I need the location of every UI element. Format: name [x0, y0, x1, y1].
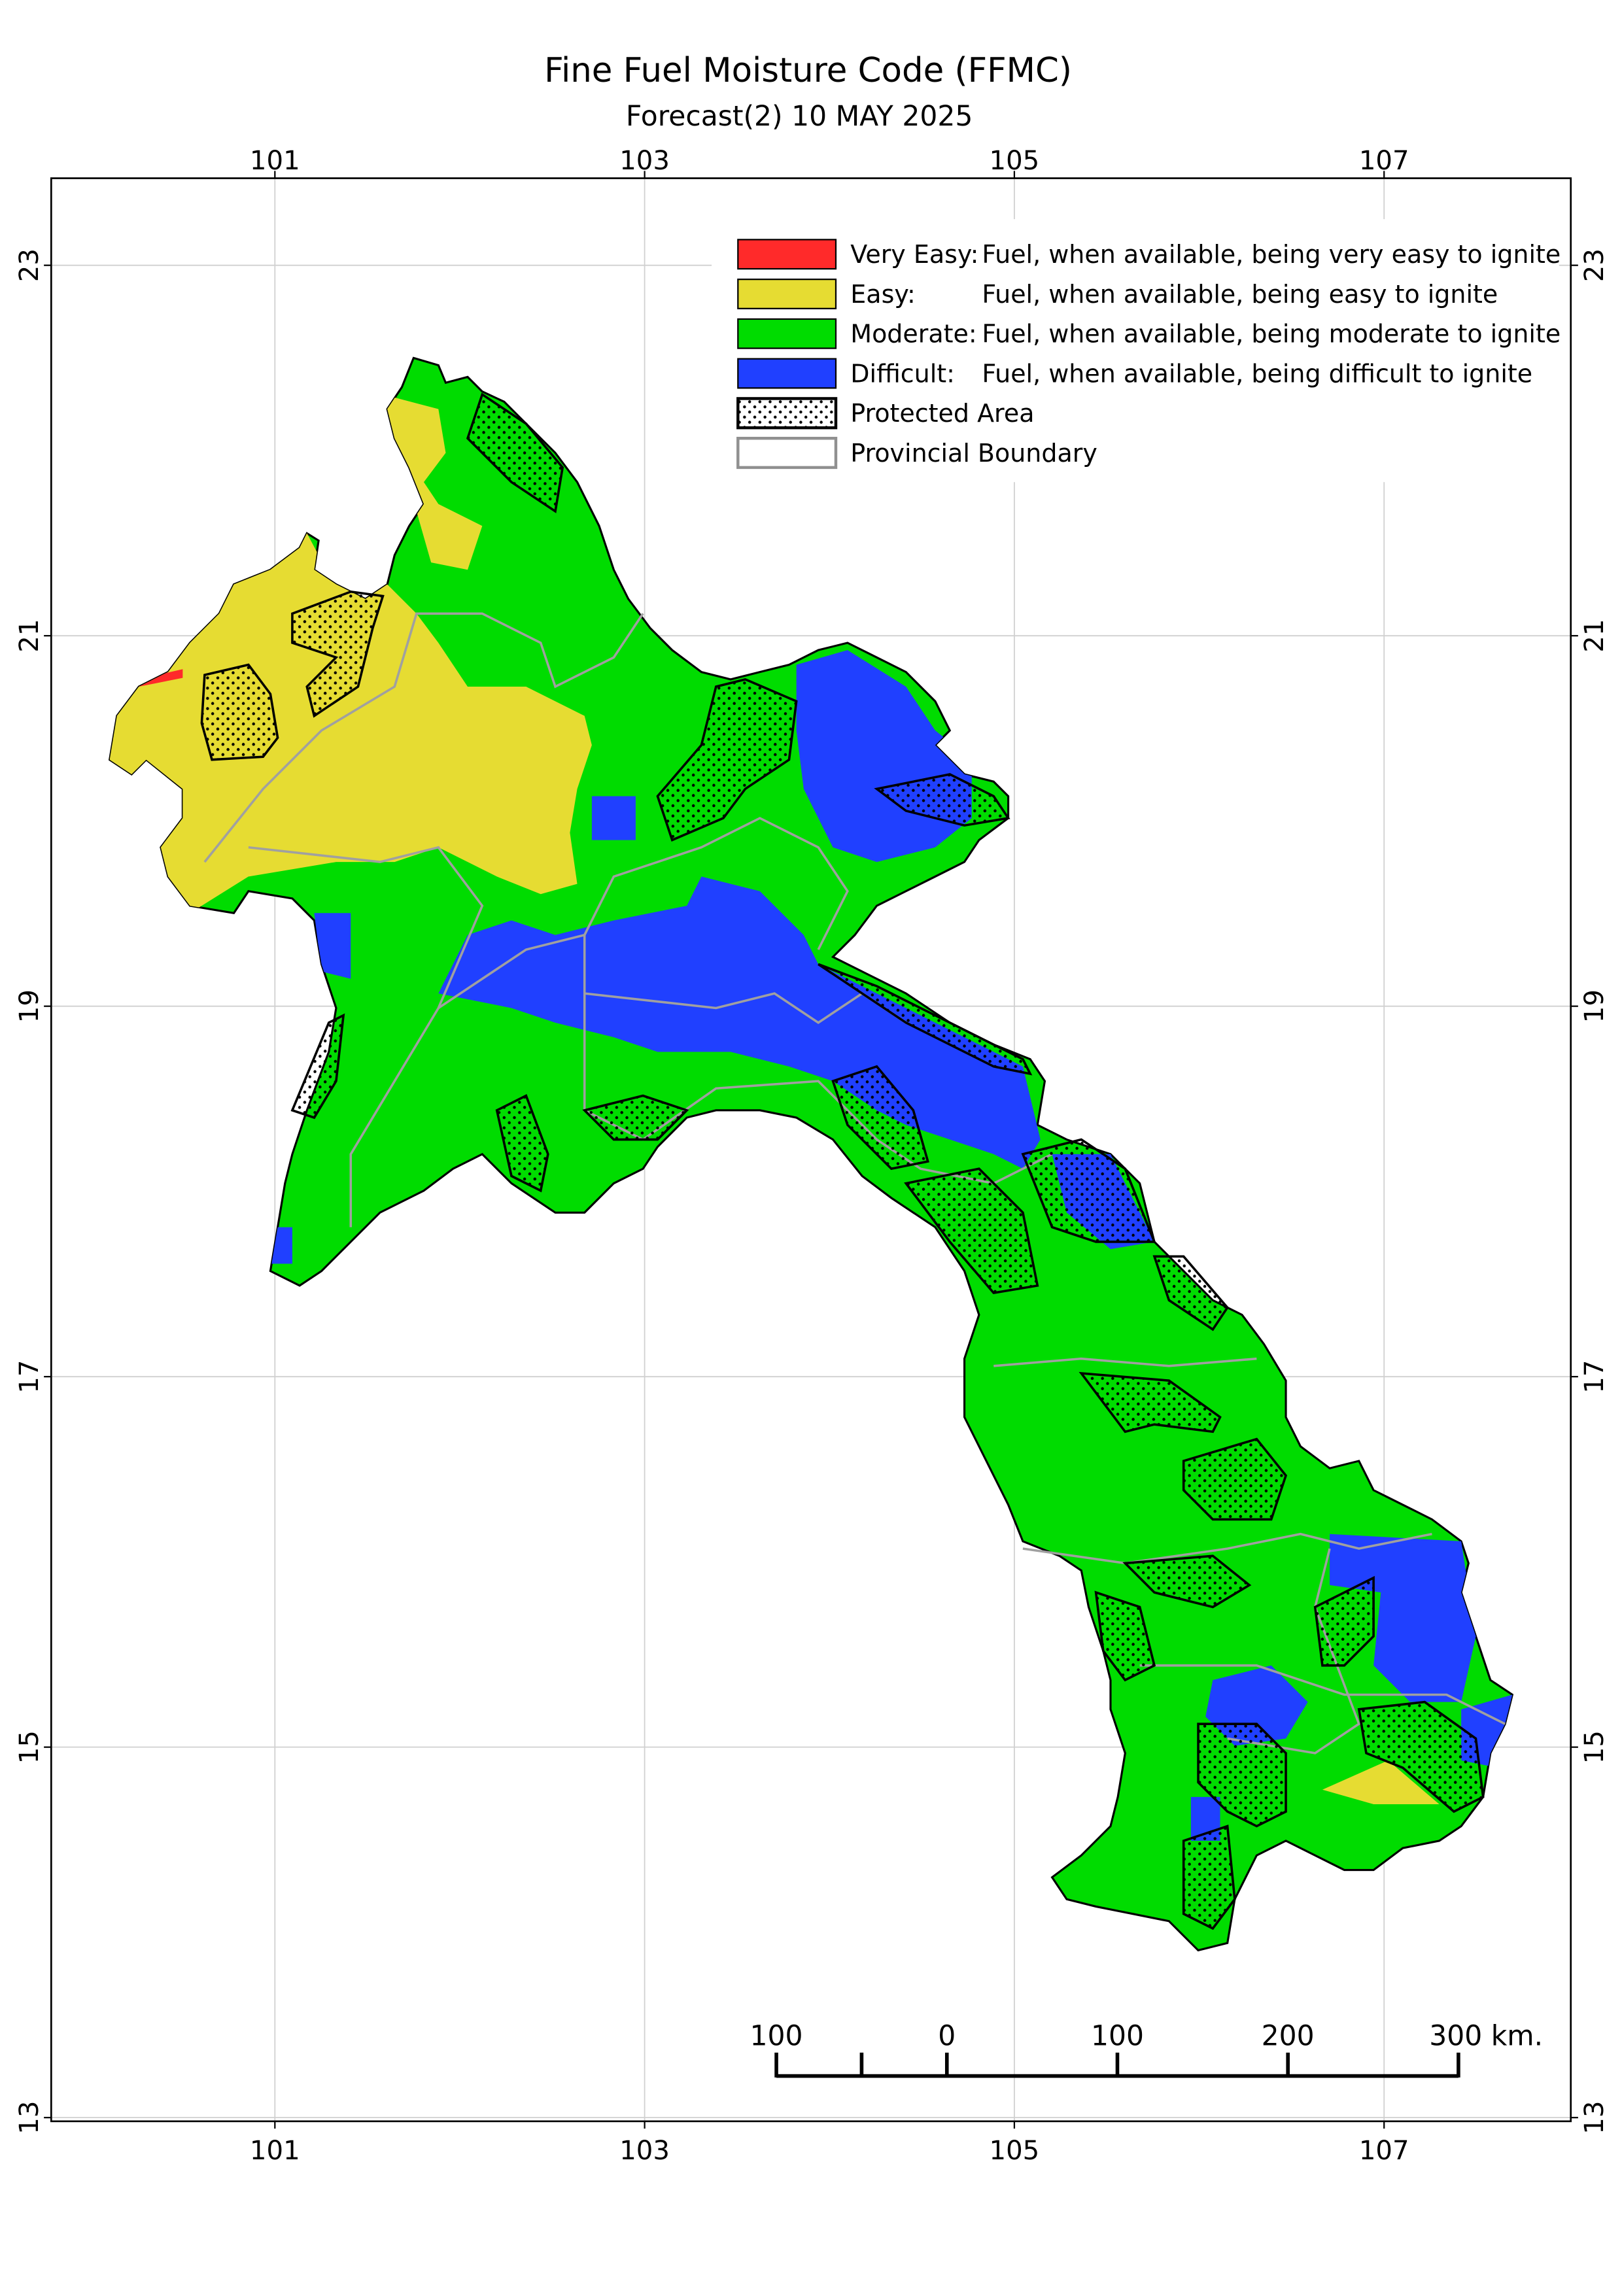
scale-label: 100 — [1091, 2021, 1144, 2053]
y-tick-label: 13 — [14, 2101, 44, 2134]
legend-label: Protected Area — [850, 399, 1034, 428]
x-tick-label: 101 — [250, 2136, 300, 2166]
scale-label: 200 — [1262, 2021, 1315, 2053]
protected-area — [495, 1094, 549, 1193]
scale-label: 0 — [938, 2021, 956, 2053]
provincial-boundary — [203, 612, 644, 863]
protected-area — [1122, 1554, 1252, 1609]
protected-area — [290, 1013, 345, 1120]
protected-area — [1182, 1825, 1236, 1930]
x-tick-label: 101 — [250, 146, 300, 176]
y-tick-label: 15 — [1579, 1730, 1610, 1764]
legend-description: Fuel, when available, being easy to igni… — [982, 280, 1498, 309]
easy-region — [383, 394, 483, 570]
legend-background — [712, 219, 1559, 483]
protected-area — [1197, 1722, 1287, 1828]
protected-area — [1152, 1255, 1229, 1331]
y-tick-label: 15 — [14, 1730, 44, 1764]
protected-area — [466, 392, 564, 513]
protected-area — [1313, 1575, 1375, 1667]
legend-description: Fuel, when available, being difficult to… — [982, 359, 1532, 388]
y-tick-label: 19 — [1579, 989, 1610, 1023]
y-tick-label: 21 — [14, 619, 44, 653]
y-tick-label: 23 — [14, 248, 44, 282]
x-tick-label: 103 — [619, 2136, 670, 2166]
title: Fine Fuel Moisture Code (FFMC) — [544, 51, 1072, 90]
very-easy-region — [139, 669, 183, 687]
legend-label: Moderate: — [850, 320, 976, 349]
x-tick-label: 105 — [990, 146, 1040, 176]
legend-swatch — [737, 279, 837, 309]
legend-description: Fuel, when available, being very easy to… — [982, 240, 1561, 269]
protected-area — [656, 677, 798, 842]
x-tick-label: 107 — [1359, 2136, 1409, 2166]
x-tick-label: 103 — [619, 146, 670, 176]
provincial-boundary — [248, 846, 484, 1227]
difficult-region — [591, 796, 636, 840]
protected-area — [1357, 1700, 1485, 1813]
protected-areas — [200, 392, 1485, 1930]
x-tick-label: 107 — [1359, 146, 1409, 176]
y-tick-label: 21 — [1579, 619, 1610, 653]
scale-label: 100 — [750, 2021, 803, 2053]
protected-area — [1094, 1590, 1156, 1682]
legend-label: Very Easy: — [850, 240, 978, 269]
legend-description: Fuel, when available, being moderate to … — [982, 320, 1561, 349]
legend-rows: Very Easy: Fuel, when available, being ve… — [736, 239, 1561, 470]
legend-label: Provincial Boundary — [850, 439, 1097, 468]
y-tick-label: 17 — [1579, 1360, 1610, 1394]
legend-swatch — [736, 397, 838, 430]
legend: Very Easy: Fuel, when available, being ve… — [712, 219, 1561, 483]
legend-swatch — [737, 358, 837, 389]
legend-label: Easy: — [850, 280, 916, 309]
legend-swatch — [737, 318, 837, 349]
legend-swatch — [737, 239, 837, 270]
fuel-moisture-map — [108, 356, 1514, 1952]
provincial-boundaries — [203, 612, 1506, 1755]
protected-area — [874, 773, 1010, 827]
protected-area — [818, 963, 1033, 1076]
easy-region — [1322, 1760, 1440, 1805]
protected-area — [1182, 1437, 1288, 1521]
legend-label: Difficult: — [850, 359, 955, 388]
difficult-region — [1330, 1534, 1476, 1702]
legend-swatch — [736, 436, 838, 470]
y-tick-label: 13 — [1579, 2101, 1610, 2134]
protected-area — [831, 1065, 929, 1171]
protected-area — [582, 1094, 689, 1141]
provincial-boundary — [993, 1357, 1257, 1367]
provincial-boundary — [1022, 1532, 1432, 1565]
easy-region — [109, 533, 592, 914]
difficult-region — [314, 913, 351, 979]
protected-area — [1021, 1138, 1156, 1243]
y-tick-label: 19 — [14, 989, 44, 1023]
y-tick-label: 23 — [1579, 248, 1610, 282]
provincial-boundary — [438, 817, 849, 1009]
protected-area — [1078, 1371, 1222, 1433]
protected-area — [200, 663, 279, 761]
scale-label: 300 km. — [1429, 2021, 1543, 2053]
scale-bar: 100 0 100 200 300 km. — [750, 2021, 1543, 2078]
y-tick-label: 17 — [14, 1360, 44, 1394]
map-frame — [50, 177, 1572, 2123]
x-tick-label: 105 — [990, 2136, 1040, 2166]
provincial-boundary — [1139, 1664, 1506, 1725]
protected-area — [291, 590, 385, 718]
subtitle: Forecast(2) 10 MAY 2025 — [626, 101, 973, 133]
protected-area — [904, 1167, 1039, 1295]
provincial-boundary — [1227, 1548, 1360, 1755]
